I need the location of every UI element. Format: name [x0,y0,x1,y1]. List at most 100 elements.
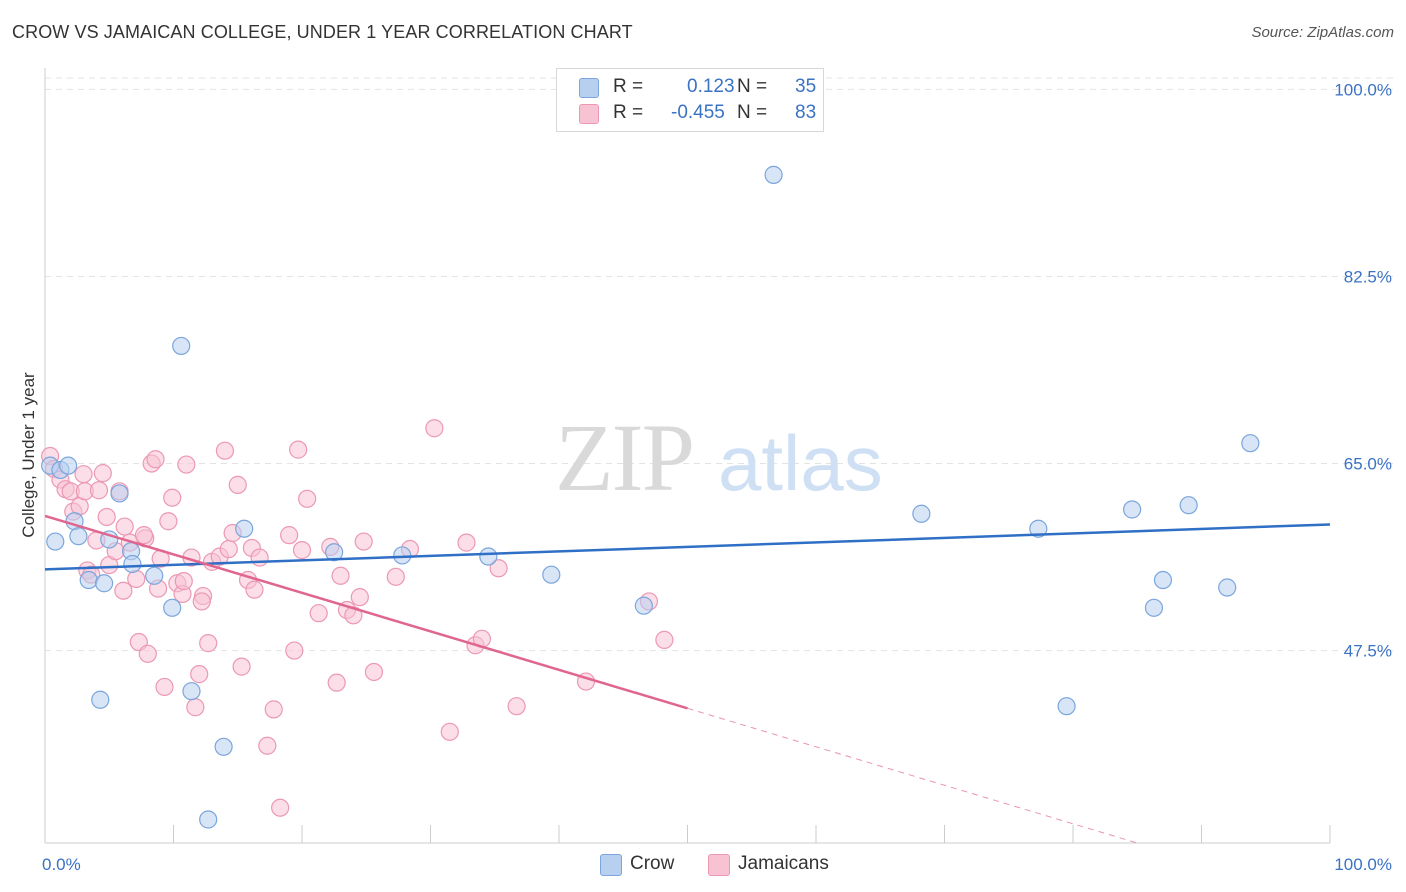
jamaicans-point-12 [93,464,112,483]
jamaicans-point-61 [344,606,363,625]
jamaicans-legend-label: Jamaicans [738,853,829,874]
crow-point-31 [1179,496,1198,515]
crow-point-25 [912,504,931,523]
jamaicans-point-67 [425,419,444,438]
y-tick-label-2: 82.5% [1344,267,1392,286]
crow-legend-swatch [600,854,622,876]
crow-point-29 [1144,598,1164,617]
jamaicans-n-label: N = [737,102,768,123]
source-label: Source: ZipAtlas.com [1251,24,1394,41]
jamaicans-point-73 [507,697,526,716]
jamaicans-point-55 [298,489,317,508]
jamaicans-point-47 [245,580,264,599]
tick-labels: 47.5% 65.0% 82.5% 100.0% 0.0% 100.0% [42,80,1392,874]
crow-point-17 [214,737,233,756]
x-tick-label-0: 0.0% [42,855,81,874]
jamaicans-point-65 [386,567,405,586]
jamaicans-point-13 [97,507,116,527]
y-tick-label-0: 47.5% [1344,642,1392,661]
jamaicans-point-28 [159,512,178,531]
crow-point-16 [199,810,218,829]
crow-point-15 [182,682,201,701]
jamaicans-point-48 [250,548,269,567]
jamaicans-point-76 [655,630,674,649]
jamaicans-point-78 [114,581,133,600]
jamaicans-point-27 [155,677,174,697]
x-tick-label-1: 100.0% [1334,855,1392,874]
crow-point-28 [1123,500,1142,519]
jamaicans-point-63 [354,532,373,551]
jamaicans-point-52 [280,526,299,545]
jamaicans-trend-extension [687,707,1138,844]
jamaicans-point-69 [457,533,476,552]
jamaicans-trend-line [44,514,688,710]
jamaicans-point-50 [264,700,283,719]
jamaicans-point-72 [489,559,508,578]
chart-title: CROW VS JAMAICAN COLLEGE, UNDER 1 YEAR C… [12,22,633,42]
y-tick-label-1: 65.0% [1344,455,1392,474]
crow-point-3 [46,532,65,551]
crow-point-30 [1153,570,1173,590]
jamaicans-point-11 [89,481,109,500]
jamaicans-point-82 [285,641,304,660]
jamaicans-r-value: -0.455 [671,102,725,123]
crow-point-22 [542,565,561,584]
trend-lines [44,514,1331,844]
crow-point-19 [325,543,344,562]
jamaicans-point-7 [74,465,93,484]
crow-point-23 [634,596,653,615]
crow-point-27 [1057,697,1076,716]
jamaicans-point-80 [174,572,193,591]
crow-trend-line [44,523,1331,571]
y-axis-label: College, Under 1 year [19,372,38,538]
crow-point-7 [95,574,114,593]
jamaicans-point-40 [215,441,234,460]
jamaicans-point-22 [138,644,157,663]
crow-point-26 [1029,519,1048,538]
watermark-atlas: atlas [718,419,883,507]
jamaicans-legend-swatch [708,854,730,876]
jamaicans-point-41 [219,539,238,559]
jamaicans-point-58 [327,673,346,692]
grid-lines [45,77,1395,652]
crow-point-24 [764,165,783,184]
crow-n-label: N = [737,76,768,97]
crow-point-21 [479,547,498,566]
crow-point-13 [163,598,182,617]
crow-point-32 [1218,578,1237,597]
crow-point-34 [91,690,110,709]
crow-point-18 [235,519,254,538]
crow-point-5 [69,527,88,546]
jamaicans-point-59 [331,566,350,585]
jamaicans-point-62 [350,588,369,607]
stats-legend: R = 0.123 N = 35 R = -0.455 N = 83 [556,68,824,132]
jamaicans-point-37 [199,634,218,653]
jamaicans-point-43 [228,475,247,494]
jamaicans-point-81 [192,592,211,611]
crow-point-14 [172,336,191,356]
crow-swatch [579,78,599,98]
crow-point-12 [145,566,164,585]
crow-point-11 [123,554,142,574]
crow-point-9 [110,484,129,503]
jamaicans-point-64 [364,662,384,682]
jamaicans-n-value: 83 [795,102,817,123]
jamaicans-point-44 [232,657,251,676]
jamaicans-point-35 [190,665,209,684]
jamaicans-point-32 [177,455,196,474]
jamaicans-point-34 [186,698,205,717]
jamaicans-point-24 [146,450,165,469]
crow-r-value: 0.123 [687,76,735,97]
jamaicans-point-51 [271,798,290,817]
crow-points [41,165,1260,829]
jamaicans-point-17 [115,517,134,536]
jamaicans-point-49 [258,736,277,755]
jamaicans-point-68 [440,722,459,741]
jamaicans-point-53 [289,440,308,459]
jamaicans-point-54 [292,541,312,560]
y-tick-label-3: 100.0% [1334,80,1392,99]
jamaicans-swatch [579,104,599,124]
crow-point-6 [79,570,98,590]
crow-r-label: R = [613,76,644,97]
